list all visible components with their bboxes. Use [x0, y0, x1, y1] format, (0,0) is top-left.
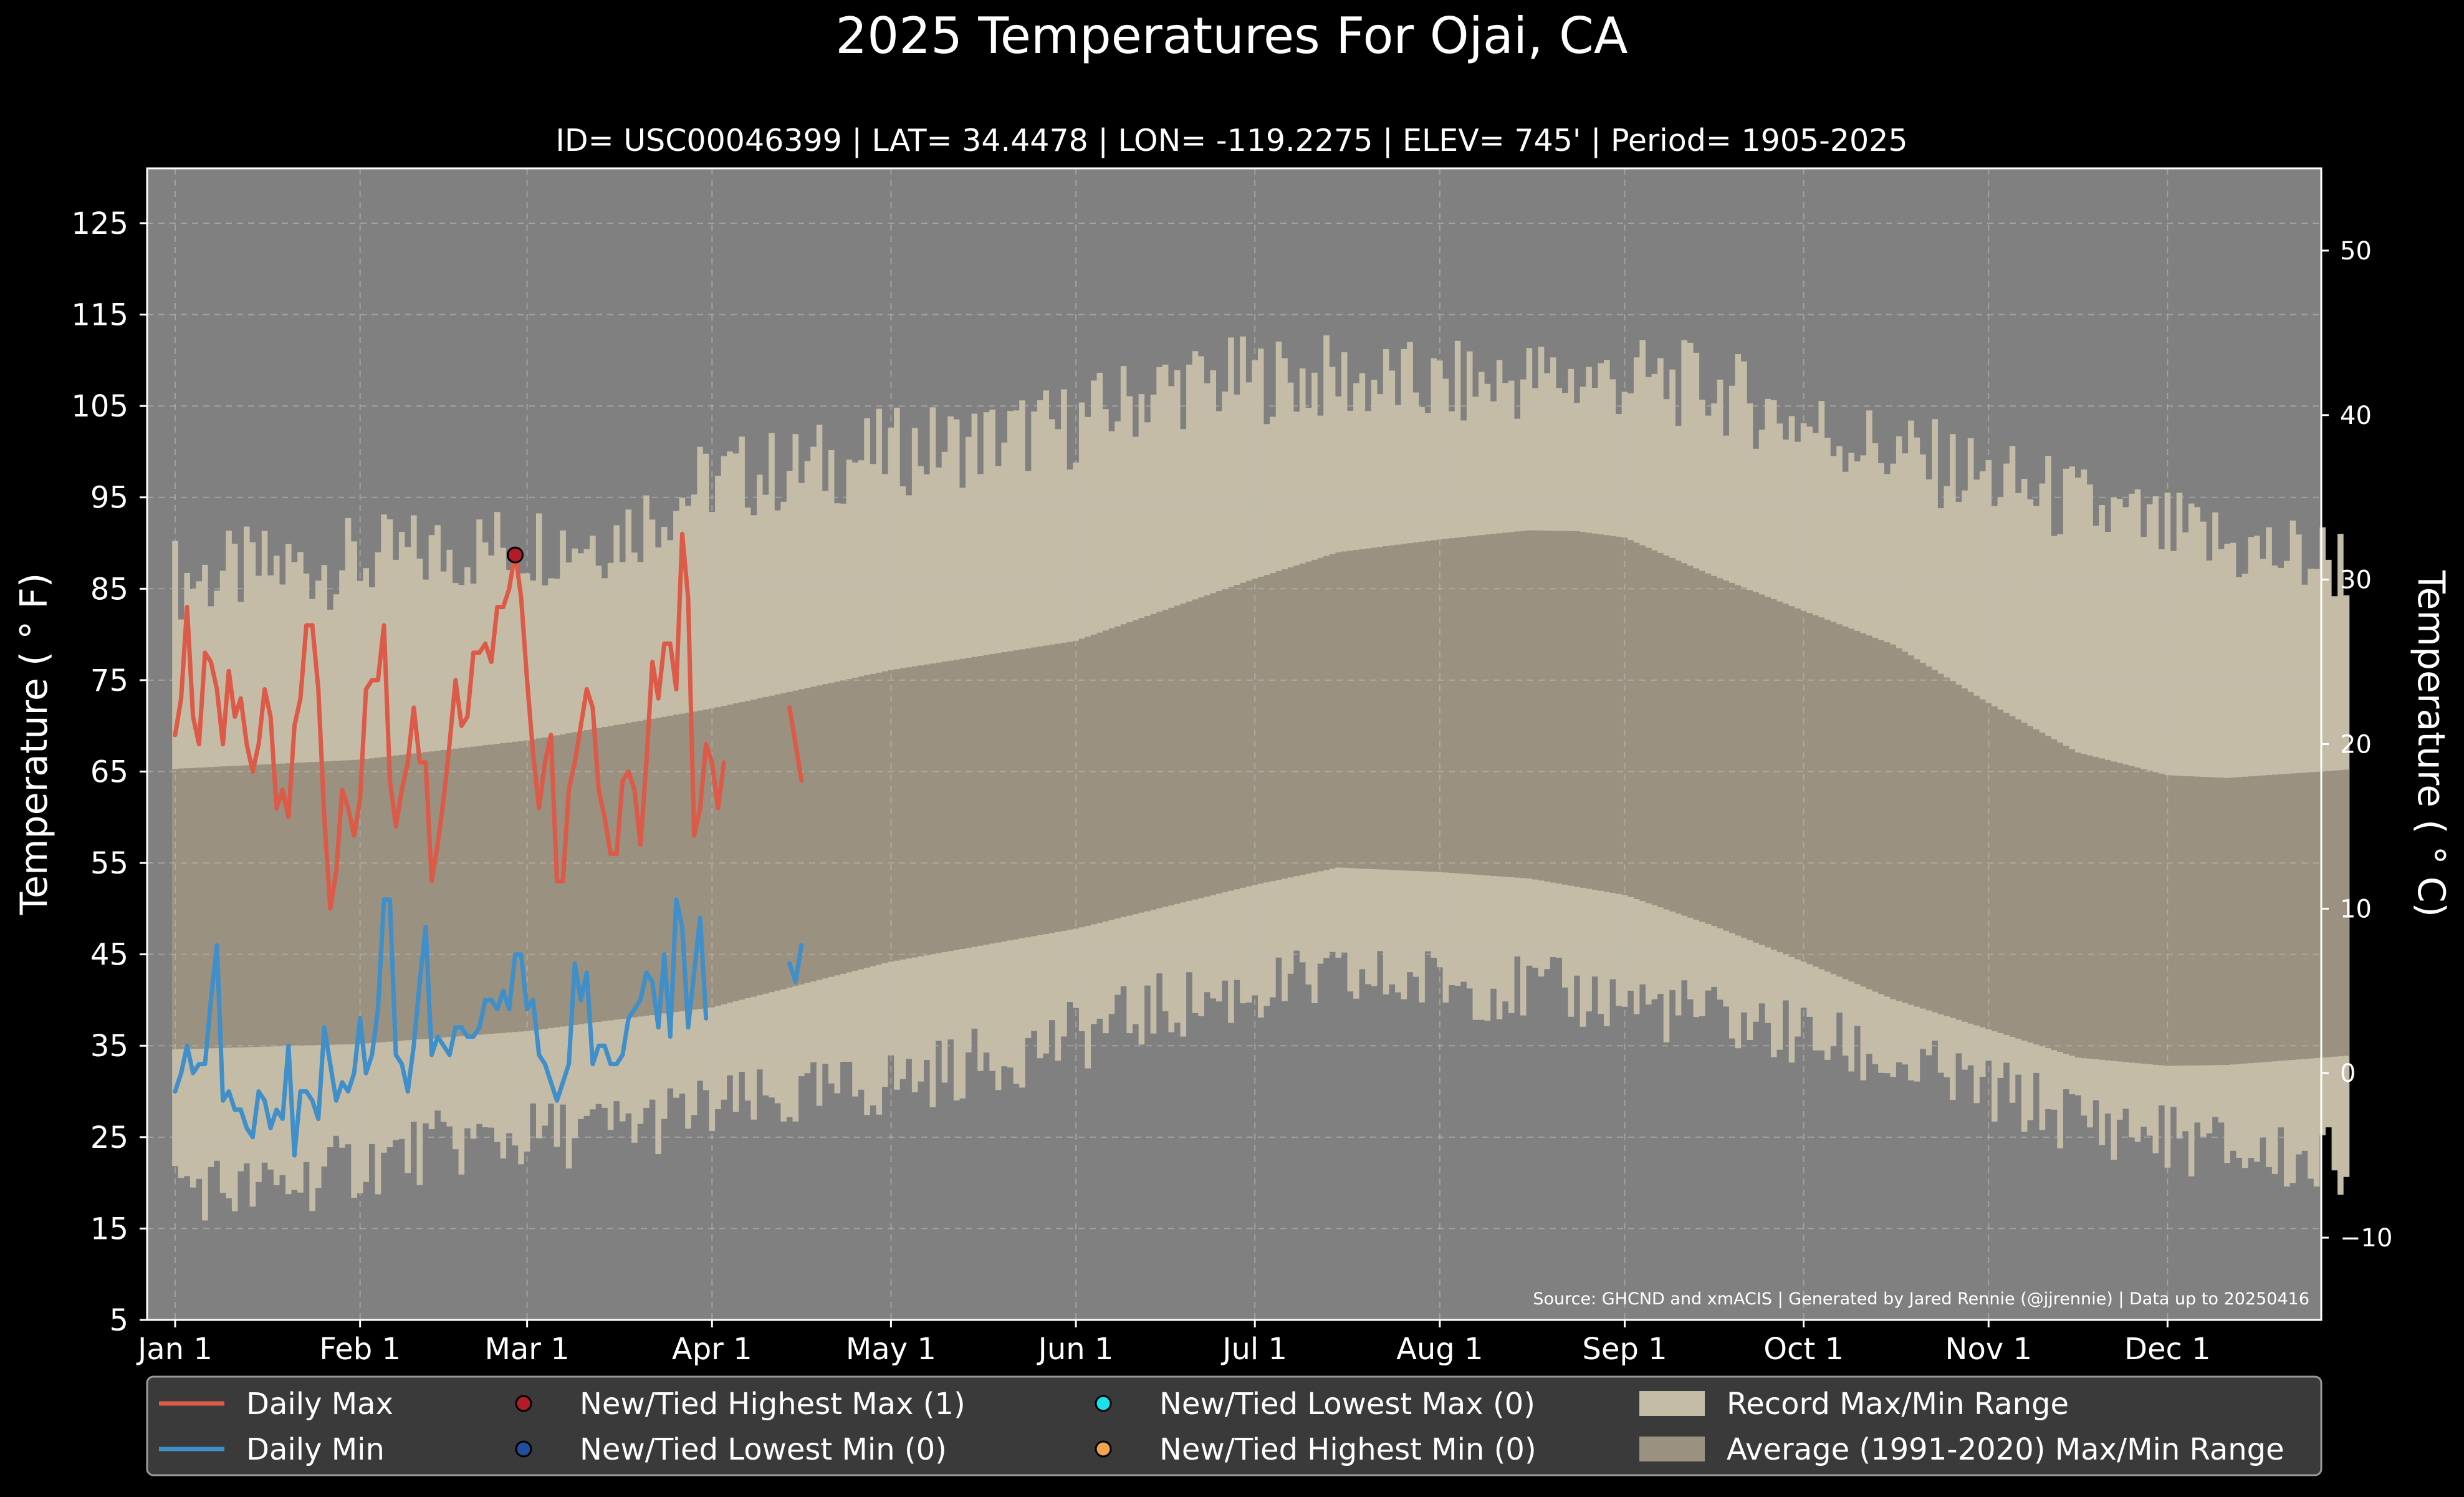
- daily-min-line: [787, 943, 804, 984]
- y-tick-label: 25: [90, 1120, 128, 1155]
- x-tick-label: Mar 1: [484, 1332, 569, 1367]
- legend-label: Daily Max: [246, 1387, 393, 1422]
- daily-max-line: [787, 705, 804, 783]
- y2-tick-label: −10: [2340, 1224, 2392, 1253]
- chart-title: 2025 Temperatures For Ojai, CA: [835, 7, 1627, 65]
- x-tick-label: May 1: [846, 1332, 936, 1367]
- y2-tick-label: 40: [2340, 402, 2372, 430]
- chart-subtitle: ID= USC00046399 | LAT= 34.4478 | LON= -1…: [555, 123, 1907, 158]
- x-tick-label: Jul 1: [1220, 1332, 1287, 1367]
- daily-max-line: [173, 531, 726, 911]
- y-tick-label: 55: [90, 846, 128, 881]
- y2-axis-label: Temperature ( ° C): [2409, 570, 2453, 917]
- x-tick-label: Oct 1: [1763, 1332, 1844, 1367]
- x-tick-label: Apr 1: [672, 1332, 752, 1367]
- legend-label: New/Tied Highest Min (0): [1159, 1432, 1536, 1467]
- x-tick-label: Aug 1: [1396, 1332, 1484, 1367]
- x-tick-label: Nov 1: [1945, 1332, 2032, 1367]
- x-tick-label: Jan 1: [136, 1332, 213, 1367]
- grid-lines: [147, 168, 2321, 1321]
- legend-marker-swatch: [515, 1440, 532, 1458]
- legend-label: New/Tied Highest Max (1): [580, 1387, 966, 1422]
- legend-patch-swatch: [1639, 1437, 1705, 1461]
- y2-tick-label: 0: [2340, 1059, 2356, 1088]
- legend-label: Average (1991-2020) Max/Min Range: [1727, 1432, 2284, 1467]
- y-tick-label: 65: [90, 754, 128, 789]
- record-points: [506, 546, 524, 564]
- legend-label: New/Tied Lowest Max (0): [1159, 1387, 1535, 1422]
- legend-label: Daily Min: [246, 1432, 385, 1467]
- x-tick-label: Dec 1: [2124, 1332, 2211, 1367]
- legend-marker-swatch: [1095, 1395, 1112, 1412]
- y2-tick-label: 30: [2340, 566, 2372, 595]
- x-tick-label: Jun 1: [1037, 1332, 1114, 1367]
- legend-box: [146, 1375, 2323, 1476]
- normal-range-band: [172, 530, 2350, 1066]
- legend-label: Record Max/Min Range: [1727, 1387, 2069, 1422]
- y-tick-label: 15: [90, 1211, 128, 1246]
- legend-marker-swatch: [515, 1395, 532, 1412]
- legend-label: New/Tied Lowest Min (0): [580, 1432, 947, 1467]
- legend: Daily Max Daily Min New/Tied Highest Max (…: [146, 1375, 2323, 1476]
- y-tick-label: 45: [90, 938, 128, 973]
- y2-tick-label: 10: [2340, 895, 2372, 923]
- legend-marker-swatch: [1095, 1440, 1112, 1458]
- y2-tick-label: 20: [2340, 731, 2372, 759]
- y-axis-right: −10 0 10 20 30 40 50: [2321, 237, 2392, 1253]
- y2-tick-label: 50: [2340, 237, 2372, 266]
- y-tick-label: 105: [71, 389, 128, 424]
- source-note: Source: GHCND and xmACIS | Generated by …: [1533, 1289, 2309, 1309]
- y-tick-label: 35: [90, 1029, 128, 1064]
- y-tick-label: 125: [71, 206, 128, 241]
- x-tick-label: Feb 1: [319, 1332, 401, 1367]
- legend-patch-swatch: [1639, 1391, 1705, 1416]
- y-tick-label: 75: [90, 663, 128, 698]
- x-tick-label: Sep 1: [1582, 1332, 1667, 1367]
- temperature-bands: [172, 335, 2350, 1221]
- y-tick-label: 115: [71, 298, 128, 333]
- y-tick-label: 95: [90, 481, 128, 516]
- y-tick-label: 5: [109, 1303, 128, 1338]
- x-axis: Jan 1 Feb 1 Mar 1 Apr 1 May 1 Jun 1 Jul 1 Aug 1…: [136, 1320, 2211, 1367]
- y-tick-label: 85: [90, 572, 128, 607]
- y-axis-label: Temperature ( ° F): [12, 573, 56, 916]
- daily-min-line: [173, 897, 709, 1158]
- record-high-max-point: [506, 546, 524, 564]
- data-series: [173, 531, 804, 1158]
- y-axis-left: 5 15 25 35 45 55 65 75 85 95 105 115 125: [71, 206, 147, 1338]
